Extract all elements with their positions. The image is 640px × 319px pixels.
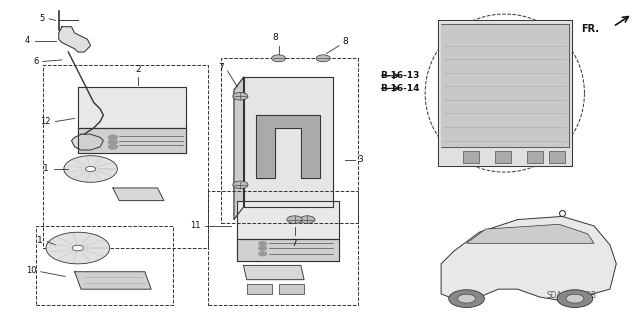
- Polygon shape: [234, 77, 244, 219]
- Polygon shape: [467, 224, 594, 243]
- Circle shape: [64, 156, 117, 182]
- Circle shape: [259, 242, 266, 246]
- Circle shape: [233, 93, 248, 100]
- Text: 4: 4: [25, 36, 30, 45]
- Text: 11: 11: [190, 221, 201, 230]
- Text: 2: 2: [136, 65, 141, 74]
- Polygon shape: [237, 201, 339, 239]
- Bar: [549, 151, 565, 163]
- Polygon shape: [244, 265, 304, 280]
- Circle shape: [259, 252, 266, 256]
- Circle shape: [271, 55, 285, 62]
- Text: SDA4B1120B: SDA4B1120B: [546, 291, 596, 300]
- Text: 1: 1: [44, 165, 49, 174]
- Circle shape: [566, 294, 584, 303]
- Circle shape: [46, 232, 109, 264]
- Polygon shape: [441, 24, 568, 147]
- Circle shape: [316, 55, 330, 62]
- Polygon shape: [72, 134, 103, 150]
- Circle shape: [108, 140, 117, 144]
- Polygon shape: [438, 20, 572, 166]
- Polygon shape: [441, 216, 616, 300]
- Text: 8: 8: [342, 37, 348, 46]
- Text: 6: 6: [33, 57, 38, 66]
- Circle shape: [300, 216, 315, 223]
- Text: FR.: FR.: [581, 24, 599, 33]
- Polygon shape: [78, 87, 186, 128]
- Bar: [246, 284, 272, 294]
- Text: B-16-14: B-16-14: [381, 84, 420, 93]
- Circle shape: [259, 247, 266, 250]
- Text: 3: 3: [357, 155, 363, 164]
- Text: 5: 5: [40, 14, 45, 23]
- Polygon shape: [113, 188, 164, 201]
- Bar: [527, 151, 543, 163]
- Text: 10: 10: [26, 266, 36, 275]
- Circle shape: [86, 167, 96, 172]
- Bar: [43, 65, 209, 248]
- Bar: [278, 284, 304, 294]
- Bar: [221, 58, 358, 223]
- Polygon shape: [59, 27, 91, 52]
- Text: B-16-13: B-16-13: [381, 71, 420, 80]
- Text: 12: 12: [40, 117, 51, 126]
- Bar: [209, 191, 358, 305]
- Circle shape: [233, 181, 248, 189]
- Polygon shape: [78, 128, 186, 153]
- Text: 1: 1: [37, 236, 43, 245]
- Circle shape: [108, 135, 117, 140]
- Bar: [495, 151, 511, 163]
- Text: 7: 7: [219, 63, 225, 72]
- Circle shape: [557, 290, 593, 308]
- Text: 8: 8: [273, 33, 278, 42]
- Circle shape: [449, 290, 484, 308]
- Circle shape: [72, 245, 84, 251]
- Polygon shape: [237, 239, 339, 261]
- Bar: [463, 151, 479, 163]
- Polygon shape: [256, 115, 320, 178]
- Circle shape: [458, 294, 476, 303]
- Circle shape: [287, 216, 302, 223]
- Text: 7: 7: [292, 239, 298, 248]
- Polygon shape: [244, 77, 333, 207]
- Circle shape: [108, 145, 117, 149]
- Polygon shape: [75, 272, 151, 289]
- Bar: [36, 226, 173, 305]
